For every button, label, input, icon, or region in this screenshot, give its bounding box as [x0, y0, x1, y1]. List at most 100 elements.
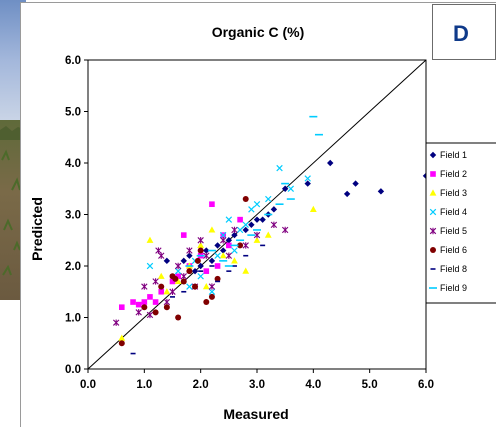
data-point [175, 314, 182, 321]
x-tick-label: 3.0 [249, 379, 265, 391]
data-point [231, 257, 238, 264]
data-point [192, 283, 199, 290]
legend-marker [429, 208, 437, 216]
data-point [220, 237, 227, 244]
series-field-9 [185, 115, 323, 267]
data-point [208, 288, 216, 295]
data-point [146, 311, 154, 319]
data-point [119, 304, 125, 310]
data-point [163, 288, 171, 295]
legend-marker [429, 151, 437, 159]
data-point [163, 304, 170, 311]
data-point [237, 242, 244, 249]
data-point [158, 288, 165, 295]
y-tick-label: 0.0 [65, 364, 81, 376]
data-point [186, 268, 193, 275]
data-point [265, 195, 272, 203]
data-point [253, 200, 261, 208]
legend-label: Field 8 [440, 264, 467, 274]
data-point [158, 283, 165, 290]
one-to-one-line [87, 59, 427, 370]
data-point [141, 299, 148, 305]
data-point [158, 252, 165, 259]
series-field-1 [163, 159, 430, 275]
data-point [237, 216, 243, 223]
data-point [174, 277, 182, 285]
data-point [220, 247, 227, 254]
chart-title: Organic C (%) [212, 24, 305, 40]
data-point [180, 232, 187, 238]
data-point [203, 252, 210, 259]
data-point [281, 185, 289, 192]
data-point [231, 231, 238, 239]
data-point [242, 221, 249, 229]
data-point [231, 226, 238, 234]
data-point [253, 236, 261, 243]
data-point [163, 257, 171, 265]
data-point [219, 231, 227, 239]
data-point [242, 267, 250, 274]
data-point [191, 267, 199, 275]
data-point [276, 164, 283, 172]
data-point [135, 309, 142, 316]
data-point [197, 262, 204, 270]
data-point [214, 263, 221, 269]
legend-label: Field 3 [440, 188, 467, 198]
data-point [225, 237, 233, 244]
data-point [214, 252, 221, 259]
data-point [146, 262, 154, 270]
x-tick-label: 2.0 [193, 379, 209, 391]
data-point [157, 272, 165, 279]
data-point [352, 180, 359, 187]
series-field-6 [118, 196, 249, 347]
legend-label: Field 1 [440, 150, 467, 160]
legend-label: Field 2 [440, 169, 467, 179]
data-point [169, 288, 176, 295]
x-axis-ticks: 0.0 1.0 2.0 3.0 4.0 5.0 6.0 [80, 369, 434, 391]
data-point [135, 301, 142, 308]
y-tick-label: 4.0 [65, 158, 81, 170]
data-point [197, 241, 205, 248]
data-point [175, 273, 181, 280]
data-point [197, 247, 204, 254]
data-point [287, 185, 295, 192]
data-point [242, 226, 249, 234]
x-tick-label: 6.0 [418, 379, 434, 391]
y-tick-label: 2.0 [65, 261, 81, 273]
data-point [270, 206, 278, 213]
x-tick-label: 5.0 [362, 379, 378, 391]
chart-legend: Field 1 Field 2 Field 3 Field 4 Field 5 Field… [425, 142, 496, 304]
data-point [141, 283, 148, 290]
data-point [208, 257, 216, 265]
data-point [180, 257, 187, 265]
legend-label: Field 4 [440, 207, 467, 217]
legend-box [425, 142, 496, 304]
panel-label: D [432, 4, 496, 60]
data-point [236, 226, 244, 234]
data-point [219, 252, 227, 259]
data-point [242, 196, 249, 203]
legend-label: Field 6 [440, 245, 467, 255]
x-tick-label: 4.0 [305, 379, 321, 391]
y-tick-label: 6.0 [65, 55, 81, 67]
data-point [152, 309, 159, 316]
data-point [264, 231, 272, 238]
data-point [118, 340, 125, 347]
data-point [208, 293, 215, 300]
data-point [174, 262, 182, 270]
data-point [186, 247, 193, 254]
data-point [343, 190, 351, 198]
data-point [118, 334, 126, 341]
data-point [169, 278, 176, 285]
data-point [214, 242, 221, 249]
y-tick-label: 5.0 [65, 107, 81, 119]
data-point [253, 216, 261, 223]
data-point [248, 221, 255, 228]
data-point [225, 216, 233, 223]
legend-marker [430, 171, 436, 177]
data-point [172, 275, 179, 282]
data-point [231, 247, 238, 254]
data-point [202, 283, 210, 290]
data-point [281, 226, 289, 234]
